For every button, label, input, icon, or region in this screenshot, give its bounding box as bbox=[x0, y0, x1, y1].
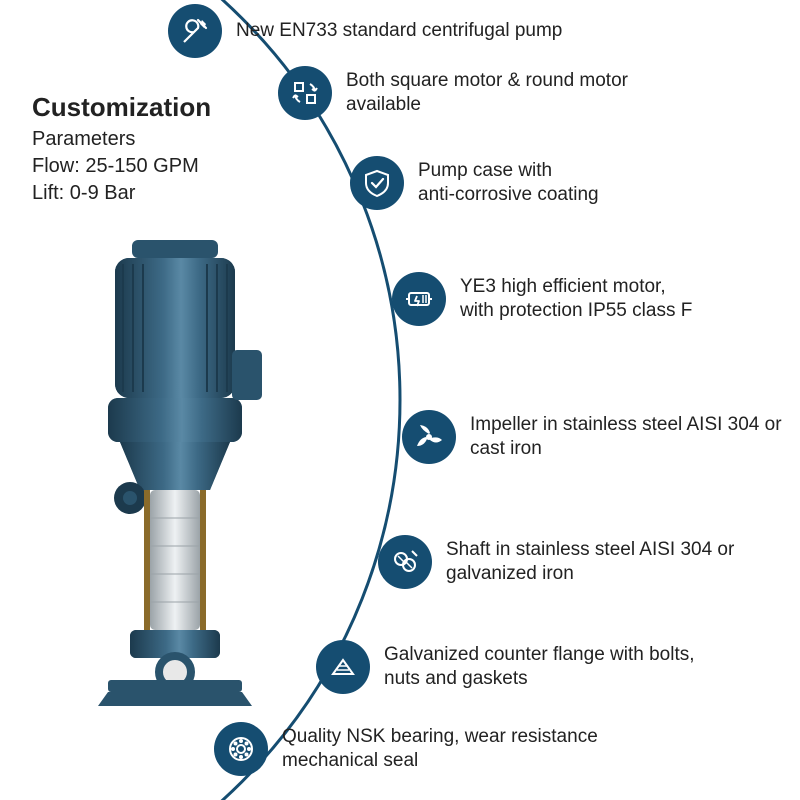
feature-text: Both square motor & round motor availabl… bbox=[346, 69, 696, 117]
shield-icon bbox=[350, 156, 404, 210]
feature-text: Impeller in stainless steel AISI 304 or … bbox=[470, 413, 800, 461]
feature-item: Galvanized counter flange with bolts, nu… bbox=[316, 640, 734, 694]
parameters-block: ParametersFlow: 25-150 GPMLift: 0-9 Bar bbox=[32, 126, 199, 207]
feature-item: Pump case withanti-corrosive coating bbox=[350, 156, 599, 210]
parameter-line: Flow: 25-150 GPM bbox=[32, 153, 199, 180]
flange-icon bbox=[316, 640, 370, 694]
feature-item: Impeller in stainless steel AISI 304 or … bbox=[402, 410, 800, 464]
wrench-icon bbox=[168, 4, 222, 58]
shaft-icon bbox=[378, 535, 432, 589]
refresh-icon bbox=[278, 66, 332, 120]
feature-item: New EN733 standard centrifugal pump bbox=[168, 4, 562, 58]
feature-text: Shaft in stainless steel AISI 304 or gal… bbox=[446, 538, 796, 586]
parameter-line: Lift: 0-9 Bar bbox=[32, 180, 199, 207]
feature-text: Quality NSK bearing, wear resistance mec… bbox=[282, 725, 632, 773]
feature-item: Shaft in stainless steel AISI 304 or gal… bbox=[378, 535, 796, 589]
feature-text: Pump case withanti-corrosive coating bbox=[418, 159, 599, 207]
bearing-icon bbox=[214, 722, 268, 776]
pump-image bbox=[60, 240, 290, 710]
page-title: Customization bbox=[32, 92, 211, 123]
feature-text: Galvanized counter flange with bolts, nu… bbox=[384, 643, 734, 691]
feature-item: Quality NSK bearing, wear resistance mec… bbox=[214, 722, 632, 776]
feature-item: YE3 high efficient motor,with protection… bbox=[392, 272, 692, 326]
feature-text: YE3 high efficient motor,with protection… bbox=[460, 275, 692, 323]
feature-text: New EN733 standard centrifugal pump bbox=[236, 19, 562, 43]
feature-item: Both square motor & round motor availabl… bbox=[278, 66, 696, 120]
parameter-line: Parameters bbox=[32, 126, 199, 153]
impeller-icon bbox=[402, 410, 456, 464]
motor-icon bbox=[392, 272, 446, 326]
